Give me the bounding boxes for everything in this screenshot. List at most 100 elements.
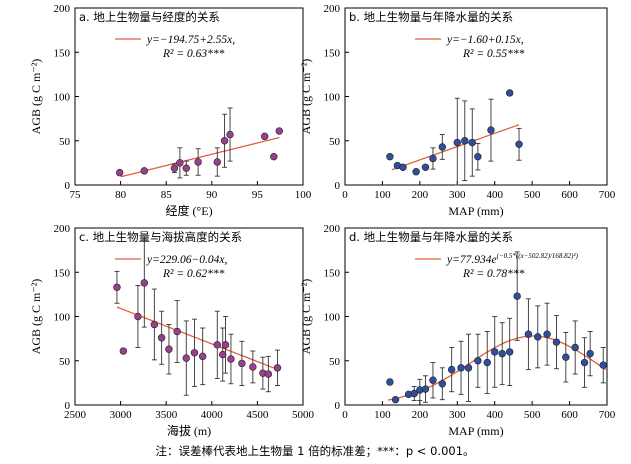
data-point — [275, 127, 283, 135]
y-tick-label: 150 — [324, 47, 341, 59]
y-tick-label: 150 — [54, 267, 71, 279]
data-point — [249, 363, 257, 371]
x-tick-label: 3500 — [155, 409, 178, 421]
data-point — [571, 343, 579, 352]
data-point — [421, 385, 430, 393]
data-point — [599, 361, 607, 369]
panel-title: c. 地上生物量与海拔高度的关系 — [79, 230, 242, 244]
y-tick-label: 100 — [54, 92, 71, 104]
data-point — [410, 389, 418, 398]
y-axis-label: AGB (g C m⁻²) — [29, 279, 43, 355]
y-axis-label: AGB (g C m⁻²) — [29, 59, 43, 135]
x-tick-label: 95 — [252, 189, 264, 201]
x-tick-label: 4500 — [246, 409, 269, 421]
data-point — [515, 140, 523, 148]
data-point — [543, 330, 551, 338]
y-tick-label: 200 — [54, 223, 71, 235]
y-tick-label: 150 — [324, 267, 341, 279]
panel-title: b. 地上生物量与年降水量的关系 — [349, 10, 513, 24]
x-tick-label: 75 — [70, 189, 82, 201]
x-tick-label: 80 — [115, 189, 127, 201]
x-tick-label: 0 — [342, 409, 348, 421]
y-tick-label: 100 — [324, 312, 341, 324]
data-point — [273, 364, 282, 372]
x-tick-label: 5000 — [292, 409, 315, 421]
data-point — [505, 89, 514, 97]
data-point — [264, 370, 273, 378]
data-point — [474, 357, 482, 365]
x-tick-label: 200 — [412, 409, 429, 421]
data-point — [421, 163, 430, 172]
x-tick-label: 500 — [524, 189, 541, 201]
data-point — [157, 334, 166, 342]
data-point — [524, 330, 533, 338]
data-point — [468, 138, 476, 147]
fit-r2: R² = 0.62*** — [162, 268, 225, 280]
y-tick-label: 200 — [54, 3, 71, 15]
x-tick-label: 3000 — [110, 409, 133, 421]
y-tick-label: 0 — [335, 400, 341, 412]
figure-caption: 注：误差棒代表地上生物量 1 倍的标准差；***：p < 0.001。 — [155, 444, 474, 458]
y-tick-label: 0 — [65, 180, 71, 192]
data-point — [113, 283, 121, 291]
data-point — [447, 365, 456, 374]
x-tick-label: 300 — [449, 189, 466, 201]
data-point — [562, 353, 570, 361]
chart-panel-c: 2500 3000 3500 4000 4500 5000 0 50 100 150 200 海拔 (… — [29, 223, 315, 438]
x-axis-label: MAP (mm) — [448, 424, 503, 438]
y-tick-label: 50 — [329, 356, 341, 368]
data-point — [429, 376, 437, 384]
data-point — [474, 152, 482, 161]
x-axis-label: MAP (mm) — [448, 204, 503, 218]
x-tick-label: 100 — [374, 409, 391, 421]
data-point — [580, 358, 589, 367]
data-point — [534, 333, 542, 341]
data-point — [498, 349, 506, 358]
x-tick-label: 600 — [561, 189, 578, 201]
x-tick-label: 400 — [486, 189, 503, 201]
data-point — [119, 347, 128, 355]
fit-equation: y=−194.75+2.55x, — [146, 34, 235, 46]
y-tick-label: 100 — [324, 92, 341, 104]
data-point — [505, 348, 514, 356]
data-point — [386, 378, 394, 386]
fit-equation: y=−1.60+0.15x, — [446, 34, 524, 46]
data-point — [513, 292, 521, 300]
data-point — [182, 354, 190, 362]
fit-line — [391, 124, 520, 171]
y-tick-label: 50 — [329, 136, 341, 148]
data-point — [134, 312, 142, 321]
data-point — [399, 163, 407, 172]
y-tick-label: 50 — [59, 356, 71, 368]
data-point — [165, 345, 173, 353]
x-axis-label: 经度 (°E) — [165, 203, 212, 218]
x-tick-label: 0 — [342, 189, 348, 201]
data-point — [115, 168, 124, 177]
y-tick-label: 150 — [54, 47, 71, 59]
data-point — [461, 137, 469, 145]
data-point — [238, 359, 246, 368]
data-point — [198, 352, 207, 361]
x-tick-label: 600 — [561, 409, 578, 421]
x-tick-label: 100 — [295, 189, 312, 201]
data-point — [213, 341, 221, 349]
data-point — [453, 138, 461, 147]
data-point — [227, 355, 235, 363]
data-point — [176, 159, 184, 167]
y-axis-label: AGB (g C m⁻²) — [299, 279, 313, 355]
chart-panel-a: 75 80 85 90 95 100 0 50 100 150 200 经度 (°E) AGB (g C… — [29, 3, 312, 218]
data-point — [483, 358, 491, 367]
chart-panel-b: 0 100 200 300 400 500 600 700 0 50 100 150 200 MAP (m… — [299, 3, 616, 218]
chart-panel-d: 0 100 200 300 400 500 600 700 0 50 100 150 200 MAP (m… — [299, 223, 616, 438]
fit-r2: R² = 0.63*** — [162, 48, 225, 60]
x-tick-label: 2500 — [64, 409, 87, 421]
data-point — [150, 320, 159, 329]
y-tick-label: 0 — [335, 180, 341, 192]
data-point — [170, 164, 179, 172]
fit-equation: y=229.06−0.04x, — [146, 254, 227, 266]
data-point — [457, 364, 465, 372]
fit-r2: R² = 0.78*** — [462, 268, 525, 280]
data-point — [438, 143, 447, 151]
fit-line — [116, 306, 278, 371]
fit-r2: R² = 0.55*** — [462, 48, 525, 60]
